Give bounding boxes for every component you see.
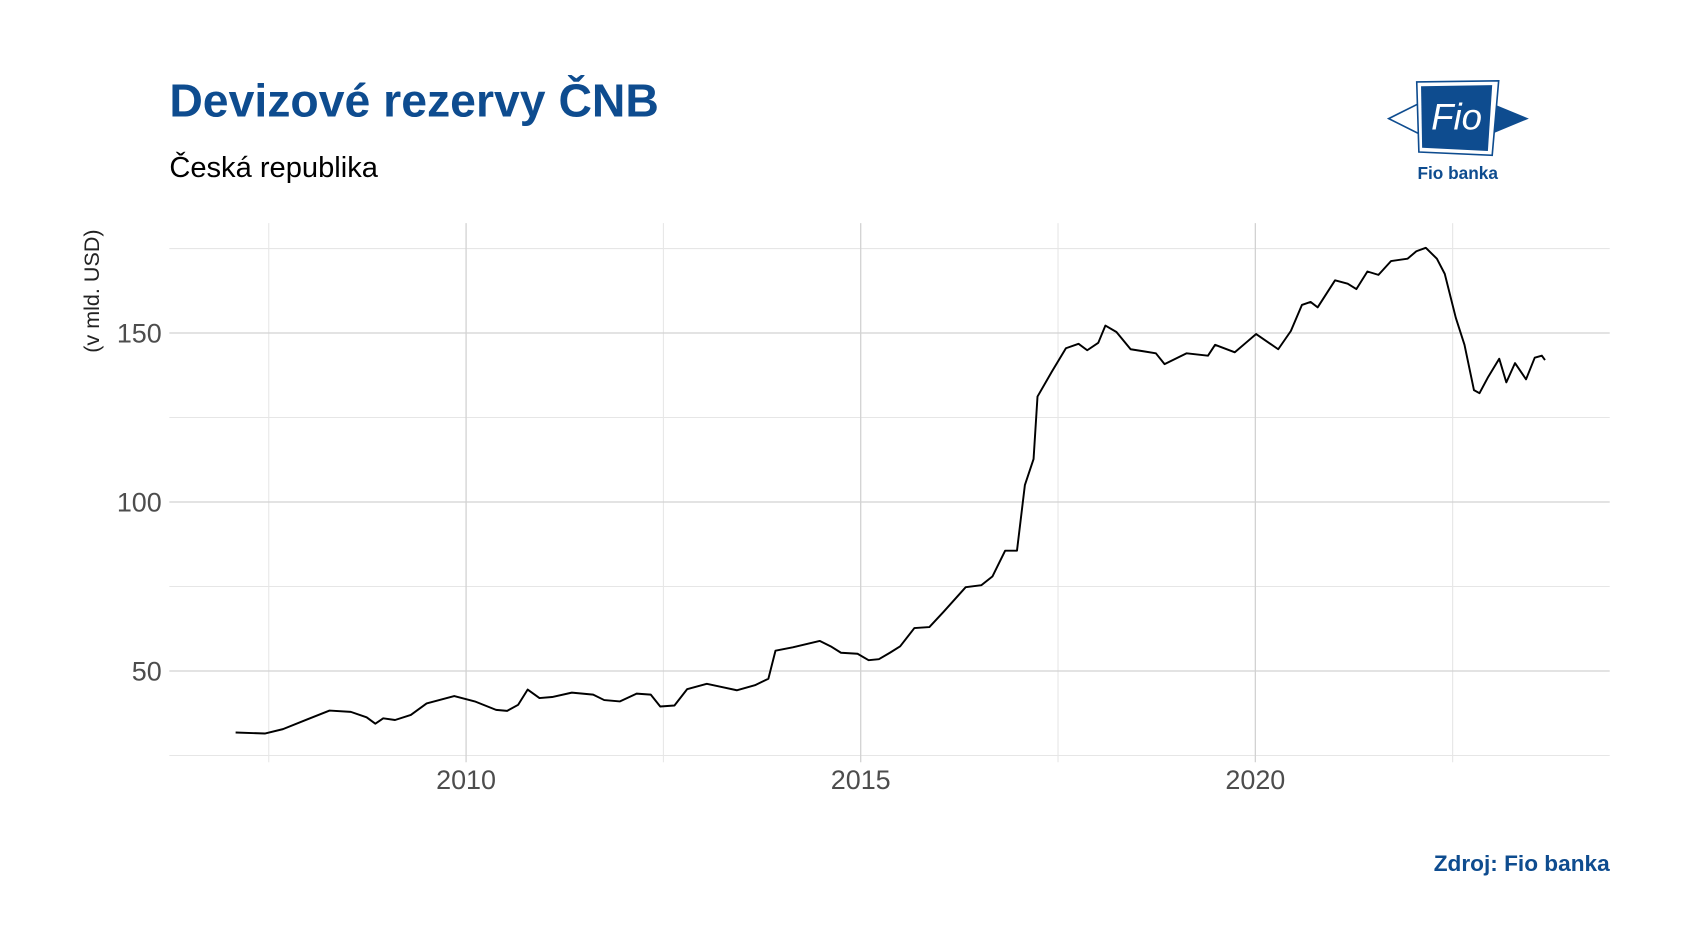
logo-mark: Fio xyxy=(1431,96,1482,137)
data-line xyxy=(235,246,1546,735)
y-tick-label: 150 xyxy=(117,319,162,349)
y-tick-label: 100 xyxy=(117,488,162,518)
logo-square xyxy=(1421,85,1493,151)
plot-marks xyxy=(235,246,1546,735)
logo-right-tip xyxy=(1492,103,1529,134)
chart-subtitle: Česká republika xyxy=(169,150,378,184)
y-tick-label: 50 xyxy=(132,657,162,687)
x-tick-label: 2015 xyxy=(831,765,891,795)
grid xyxy=(169,223,1610,763)
x-tick-label: 2010 xyxy=(436,765,496,795)
source-note: Zdroj: Fio banka xyxy=(1434,851,1610,876)
chart-title: Devizové rezervy ČNB xyxy=(169,74,659,126)
logo-caption: Fio banka xyxy=(1417,163,1498,183)
x-tick-label: 2020 xyxy=(1225,765,1285,795)
y-axis-label: (v mld. USD) xyxy=(79,229,104,352)
logo: Fio Fio banka xyxy=(1386,80,1529,183)
tick-labels: 50 100 150 2010 2015 2020 xyxy=(117,319,1285,795)
logo-left-tip xyxy=(1386,102,1420,135)
